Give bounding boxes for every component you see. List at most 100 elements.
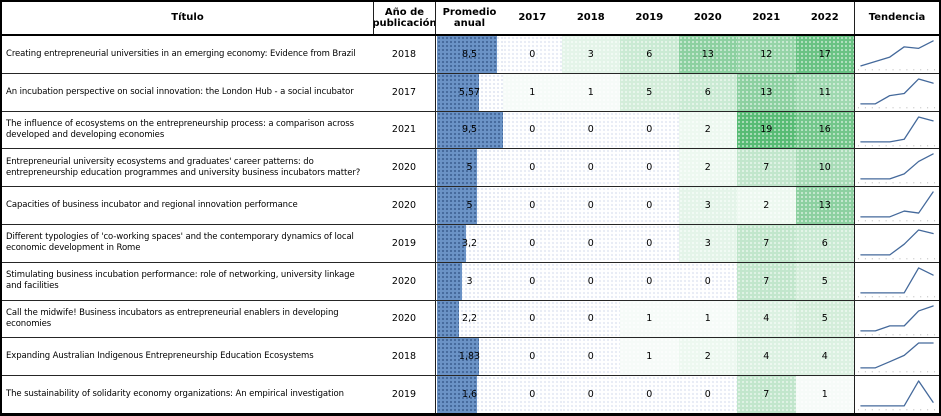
citations-2019-cell[interactable]: 0 — [620, 262, 679, 300]
citations-2021-cell[interactable]: 12 — [737, 36, 796, 73]
trend-sparkline-cell[interactable] — [854, 376, 939, 413]
column-header-titulo[interactable]: Título — [171, 12, 204, 24]
average-annual-cell[interactable]: 5 — [435, 187, 503, 224]
citations-2019-cell[interactable]: 1 — [620, 338, 679, 376]
citations-2018-cell[interactable]: 1 — [561, 73, 620, 111]
citations-2021-cell[interactable]: 7 — [737, 376, 796, 413]
citations-2018-cell[interactable]: 0 — [561, 262, 620, 300]
citations-2021-cell[interactable]: 13 — [737, 73, 796, 111]
trend-sparkline-cell[interactable] — [854, 187, 939, 224]
publication-year-cell[interactable]: 2017 — [391, 86, 417, 98]
trend-sparkline-cell[interactable] — [854, 224, 939, 262]
citations-2021-cell[interactable]: 7 — [737, 224, 796, 262]
citations-2019-cell[interactable]: 5 — [620, 73, 679, 111]
average-annual-cell[interactable]: 2,2 — [435, 300, 503, 338]
publication-year-cell[interactable]: 2018 — [391, 351, 417, 363]
citations-2018-cell[interactable]: 0 — [561, 376, 620, 413]
citations-2022-cell[interactable]: 13 — [795, 187, 854, 224]
column-header-2017[interactable]: 2017 — [518, 12, 547, 24]
average-annual-cell[interactable]: 1,6 — [435, 376, 503, 413]
citations-2017-cell[interactable]: 0 — [503, 262, 562, 300]
paper-title-cell[interactable]: Entrepreneurial university ecosystems an… — [6, 156, 361, 178]
citations-2019-cell[interactable]: 0 — [620, 149, 679, 187]
citations-2022-cell[interactable]: 17 — [795, 36, 854, 73]
citations-2022-cell[interactable]: 5 — [795, 262, 854, 300]
citations-2018-cell[interactable]: 0 — [561, 300, 620, 338]
citations-2020-cell[interactable]: 2 — [678, 338, 737, 376]
trend-sparkline-cell[interactable] — [854, 149, 939, 187]
average-annual-cell[interactable]: 3 — [435, 262, 503, 300]
paper-title-cell[interactable]: Different typologies of 'co-working spac… — [6, 232, 354, 254]
citations-2020-cell[interactable]: 2 — [678, 149, 737, 187]
citations-2022-cell[interactable]: 6 — [795, 224, 854, 262]
trend-sparkline-cell[interactable] — [854, 111, 939, 149]
paper-title-cell[interactable]: The sustainability of solidarity economy… — [6, 388, 344, 399]
paper-title-cell[interactable]: Expanding Australian Indigenous Entrepre… — [6, 351, 314, 362]
citations-2017-cell[interactable]: 0 — [503, 338, 562, 376]
column-header-2022[interactable]: 2022 — [810, 12, 839, 24]
average-annual-cell[interactable]: 5 — [435, 149, 503, 187]
publication-year-cell[interactable]: 2020 — [391, 313, 417, 325]
publication-year-cell[interactable]: 2019 — [391, 237, 417, 249]
citations-2018-cell[interactable]: 0 — [561, 111, 620, 149]
citations-2020-cell[interactable]: 3 — [678, 187, 737, 224]
citations-2019-cell[interactable]: 0 — [620, 224, 679, 262]
average-annual-cell[interactable]: 3,2 — [435, 224, 503, 262]
trend-sparkline-cell[interactable] — [854, 338, 939, 376]
citations-2018-cell[interactable]: 3 — [561, 36, 620, 73]
average-annual-cell[interactable]: 5,57 — [435, 73, 503, 111]
citations-2021-cell[interactable]: 4 — [737, 338, 796, 376]
citations-2020-cell[interactable]: 3 — [678, 224, 737, 262]
publication-year-cell[interactable]: 2020 — [391, 200, 417, 212]
citations-2020-cell[interactable]: 1 — [678, 300, 737, 338]
publication-year-cell[interactable]: 2019 — [391, 389, 417, 401]
publication-year-cell[interactable]: 2021 — [391, 124, 417, 136]
citations-2017-cell[interactable]: 0 — [503, 111, 562, 149]
citations-2019-cell[interactable]: 0 — [620, 187, 679, 224]
paper-title-cell[interactable]: Call the midwife! Business incubators as… — [6, 307, 339, 329]
citations-2019-cell[interactable]: 0 — [620, 376, 679, 413]
column-header-promedio-anual[interactable]: Promedio anual — [435, 2, 503, 34]
citations-2017-cell[interactable]: 0 — [503, 300, 562, 338]
paper-title-cell[interactable]: The influence of ecosystems on the entre… — [6, 118, 354, 140]
trend-sparkline-cell[interactable] — [854, 262, 939, 300]
citations-2021-cell[interactable]: 7 — [737, 149, 796, 187]
paper-title-cell[interactable]: Stimulating business incubation performa… — [6, 269, 355, 292]
trend-sparkline-cell[interactable] — [854, 73, 939, 111]
citations-2018-cell[interactable]: 0 — [561, 224, 620, 262]
citations-2020-cell[interactable]: 0 — [678, 262, 737, 300]
paper-title-cell[interactable]: Capacities of business incubator and reg… — [6, 199, 298, 210]
citations-2020-cell[interactable]: 13 — [678, 36, 737, 73]
citations-2021-cell[interactable]: 7 — [737, 262, 796, 300]
column-header-2018[interactable]: 2018 — [576, 12, 605, 24]
citations-2022-cell[interactable]: 11 — [795, 73, 854, 111]
trend-sparkline-cell[interactable] — [854, 300, 939, 338]
column-header-ano-publicacion[interactable]: Año de publicación — [373, 2, 435, 34]
citations-2022-cell[interactable]: 1 — [795, 376, 854, 413]
average-annual-cell[interactable]: 8,5 — [435, 36, 503, 73]
paper-title-cell[interactable]: Creating entrepreneurial universities in… — [6, 48, 356, 59]
citations-2017-cell[interactable]: 0 — [503, 376, 562, 413]
citations-2022-cell[interactable]: 5 — [795, 300, 854, 338]
citations-2022-cell[interactable]: 16 — [795, 111, 854, 149]
column-header-tendencia[interactable]: Tendencia — [854, 2, 939, 34]
trend-sparkline-cell[interactable] — [854, 36, 939, 73]
average-annual-cell[interactable]: 9,5 — [435, 111, 503, 149]
citations-2018-cell[interactable]: 0 — [561, 149, 620, 187]
citations-2020-cell[interactable]: 6 — [678, 73, 737, 111]
publication-year-cell[interactable]: 2020 — [391, 162, 417, 174]
publication-year-cell[interactable]: 2018 — [391, 48, 417, 60]
citations-2019-cell[interactable]: 0 — [620, 111, 679, 149]
column-header-2019[interactable]: 2019 — [635, 12, 664, 24]
citations-2017-cell[interactable]: 1 — [503, 73, 562, 111]
citations-2017-cell[interactable]: 0 — [503, 187, 562, 224]
citations-2017-cell[interactable]: 0 — [503, 224, 562, 262]
publication-year-cell[interactable]: 2020 — [391, 275, 417, 287]
citations-2017-cell[interactable]: 0 — [503, 149, 562, 187]
citations-2021-cell[interactable]: 4 — [737, 300, 796, 338]
citations-2020-cell[interactable]: 2 — [678, 111, 737, 149]
column-header-2020[interactable]: 2020 — [693, 12, 722, 24]
citations-2022-cell[interactable]: 4 — [795, 338, 854, 376]
citations-2022-cell[interactable]: 10 — [795, 149, 854, 187]
column-header-2021[interactable]: 2021 — [752, 12, 781, 24]
